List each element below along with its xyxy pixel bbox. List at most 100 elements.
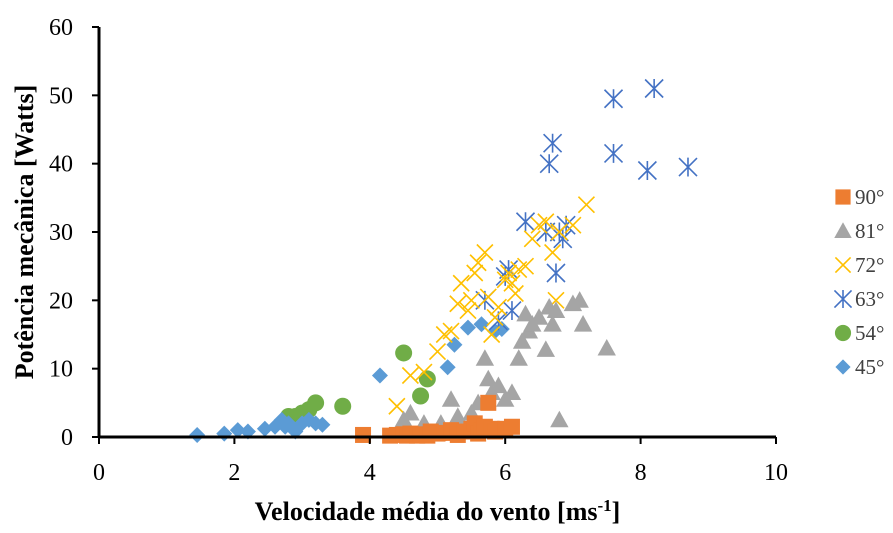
data-point bbox=[512, 332, 532, 349]
legend-marker bbox=[835, 359, 851, 375]
legend-item: 90° bbox=[835, 185, 884, 209]
data-point bbox=[459, 319, 476, 336]
data-point bbox=[395, 344, 413, 362]
data-point bbox=[466, 264, 484, 282]
legend-item: 45° bbox=[835, 355, 884, 379]
data-point bbox=[509, 349, 528, 366]
data-point bbox=[334, 397, 352, 415]
y-tick-label: 40 bbox=[49, 152, 73, 178]
legend-item: 81° bbox=[834, 219, 884, 243]
data-point bbox=[544, 243, 562, 262]
data-point bbox=[314, 416, 331, 433]
data-point bbox=[546, 263, 566, 283]
data-point bbox=[486, 308, 504, 326]
legend-marker bbox=[834, 256, 852, 274]
y-tick-label: 50 bbox=[49, 83, 73, 109]
x-axis-title: Velocidade média do vento [ms-1] bbox=[255, 496, 621, 527]
data-point bbox=[523, 230, 541, 248]
data-point bbox=[546, 301, 566, 318]
data-point bbox=[603, 143, 624, 163]
axis-ticks: 0 2 4 6 8 10 0 10 20 30 40 50 60 bbox=[49, 15, 788, 486]
y-tick-label: 10 bbox=[49, 357, 73, 383]
series-square bbox=[355, 394, 520, 444]
legend-item: 63° bbox=[833, 287, 884, 311]
data-point bbox=[483, 325, 501, 344]
legend-label: 81° bbox=[855, 219, 884, 243]
data-point bbox=[515, 212, 536, 232]
data-point bbox=[678, 157, 698, 177]
data-point bbox=[469, 254, 487, 272]
data-point bbox=[550, 223, 568, 241]
legend-label: 72° bbox=[855, 253, 884, 277]
data-point bbox=[553, 229, 573, 249]
legend-label: 54° bbox=[855, 321, 884, 345]
data-point bbox=[189, 426, 206, 443]
data-point bbox=[441, 390, 461, 407]
data-point bbox=[388, 397, 406, 415]
data-point bbox=[603, 89, 624, 109]
data-point bbox=[401, 403, 420, 421]
data-point bbox=[502, 383, 522, 400]
data-point bbox=[503, 274, 521, 292]
legend-marker bbox=[834, 222, 852, 238]
data-point bbox=[537, 213, 555, 231]
data-point bbox=[401, 366, 419, 385]
y-axis-title: Potência mecânica [Watts] bbox=[10, 85, 39, 380]
x-tick-label: 8 bbox=[635, 460, 647, 486]
legend: 90° 81° 72° 63° 54° 45° bbox=[833, 185, 884, 379]
legend-marker bbox=[833, 289, 853, 309]
data-point bbox=[489, 298, 507, 316]
data-point bbox=[529, 308, 549, 325]
data-point bbox=[452, 274, 470, 292]
data-point bbox=[516, 257, 535, 275]
data-point bbox=[644, 78, 664, 99]
data-point bbox=[573, 315, 593, 332]
data-point bbox=[489, 376, 508, 394]
x-axis-title-superscript: -1 bbox=[597, 496, 611, 515]
data-point bbox=[462, 291, 480, 309]
data-point bbox=[428, 343, 447, 361]
data-point bbox=[459, 302, 477, 320]
data-point bbox=[539, 154, 559, 174]
y-tick-label: 60 bbox=[49, 15, 73, 41]
data-point bbox=[564, 216, 582, 234]
x-tick-label: 0 bbox=[93, 460, 105, 486]
legend-item: 54° bbox=[834, 321, 884, 345]
legend-label: 45° bbox=[855, 355, 884, 379]
x-tick-label: 10 bbox=[764, 460, 788, 486]
x-axis-title-main: Velocidade média do vento [ms bbox=[255, 497, 598, 526]
legend-marker bbox=[834, 324, 852, 342]
series-x bbox=[388, 196, 596, 415]
y-tick-label: 0 bbox=[61, 425, 73, 451]
data-point bbox=[371, 367, 388, 384]
data-point bbox=[543, 133, 563, 153]
data-point bbox=[448, 407, 468, 424]
legend-label: 90° bbox=[855, 185, 884, 209]
data-point bbox=[216, 425, 233, 442]
data-point bbox=[577, 196, 596, 214]
data-point bbox=[412, 387, 430, 405]
data-point bbox=[355, 426, 372, 443]
x-tick-label: 2 bbox=[228, 460, 240, 486]
y-tick-label: 20 bbox=[49, 288, 73, 314]
data-point bbox=[503, 418, 520, 435]
axes bbox=[97, 27, 776, 439]
data-point bbox=[476, 243, 494, 262]
data-point bbox=[516, 304, 535, 322]
data-point bbox=[502, 301, 522, 321]
x-axis-title-end: ] bbox=[612, 497, 621, 526]
x-tick-label: 4 bbox=[364, 460, 376, 486]
y-tick-label: 30 bbox=[49, 220, 73, 246]
data-point bbox=[480, 394, 497, 411]
data-point bbox=[479, 369, 498, 387]
data-point bbox=[550, 410, 569, 428]
data-point bbox=[256, 420, 273, 437]
data-point bbox=[229, 422, 246, 439]
data-point bbox=[449, 295, 467, 313]
legend-item: 72° bbox=[834, 253, 884, 277]
data-point bbox=[307, 394, 325, 412]
data-point bbox=[536, 340, 556, 357]
data-point bbox=[475, 349, 495, 366]
data-point bbox=[637, 160, 657, 181]
